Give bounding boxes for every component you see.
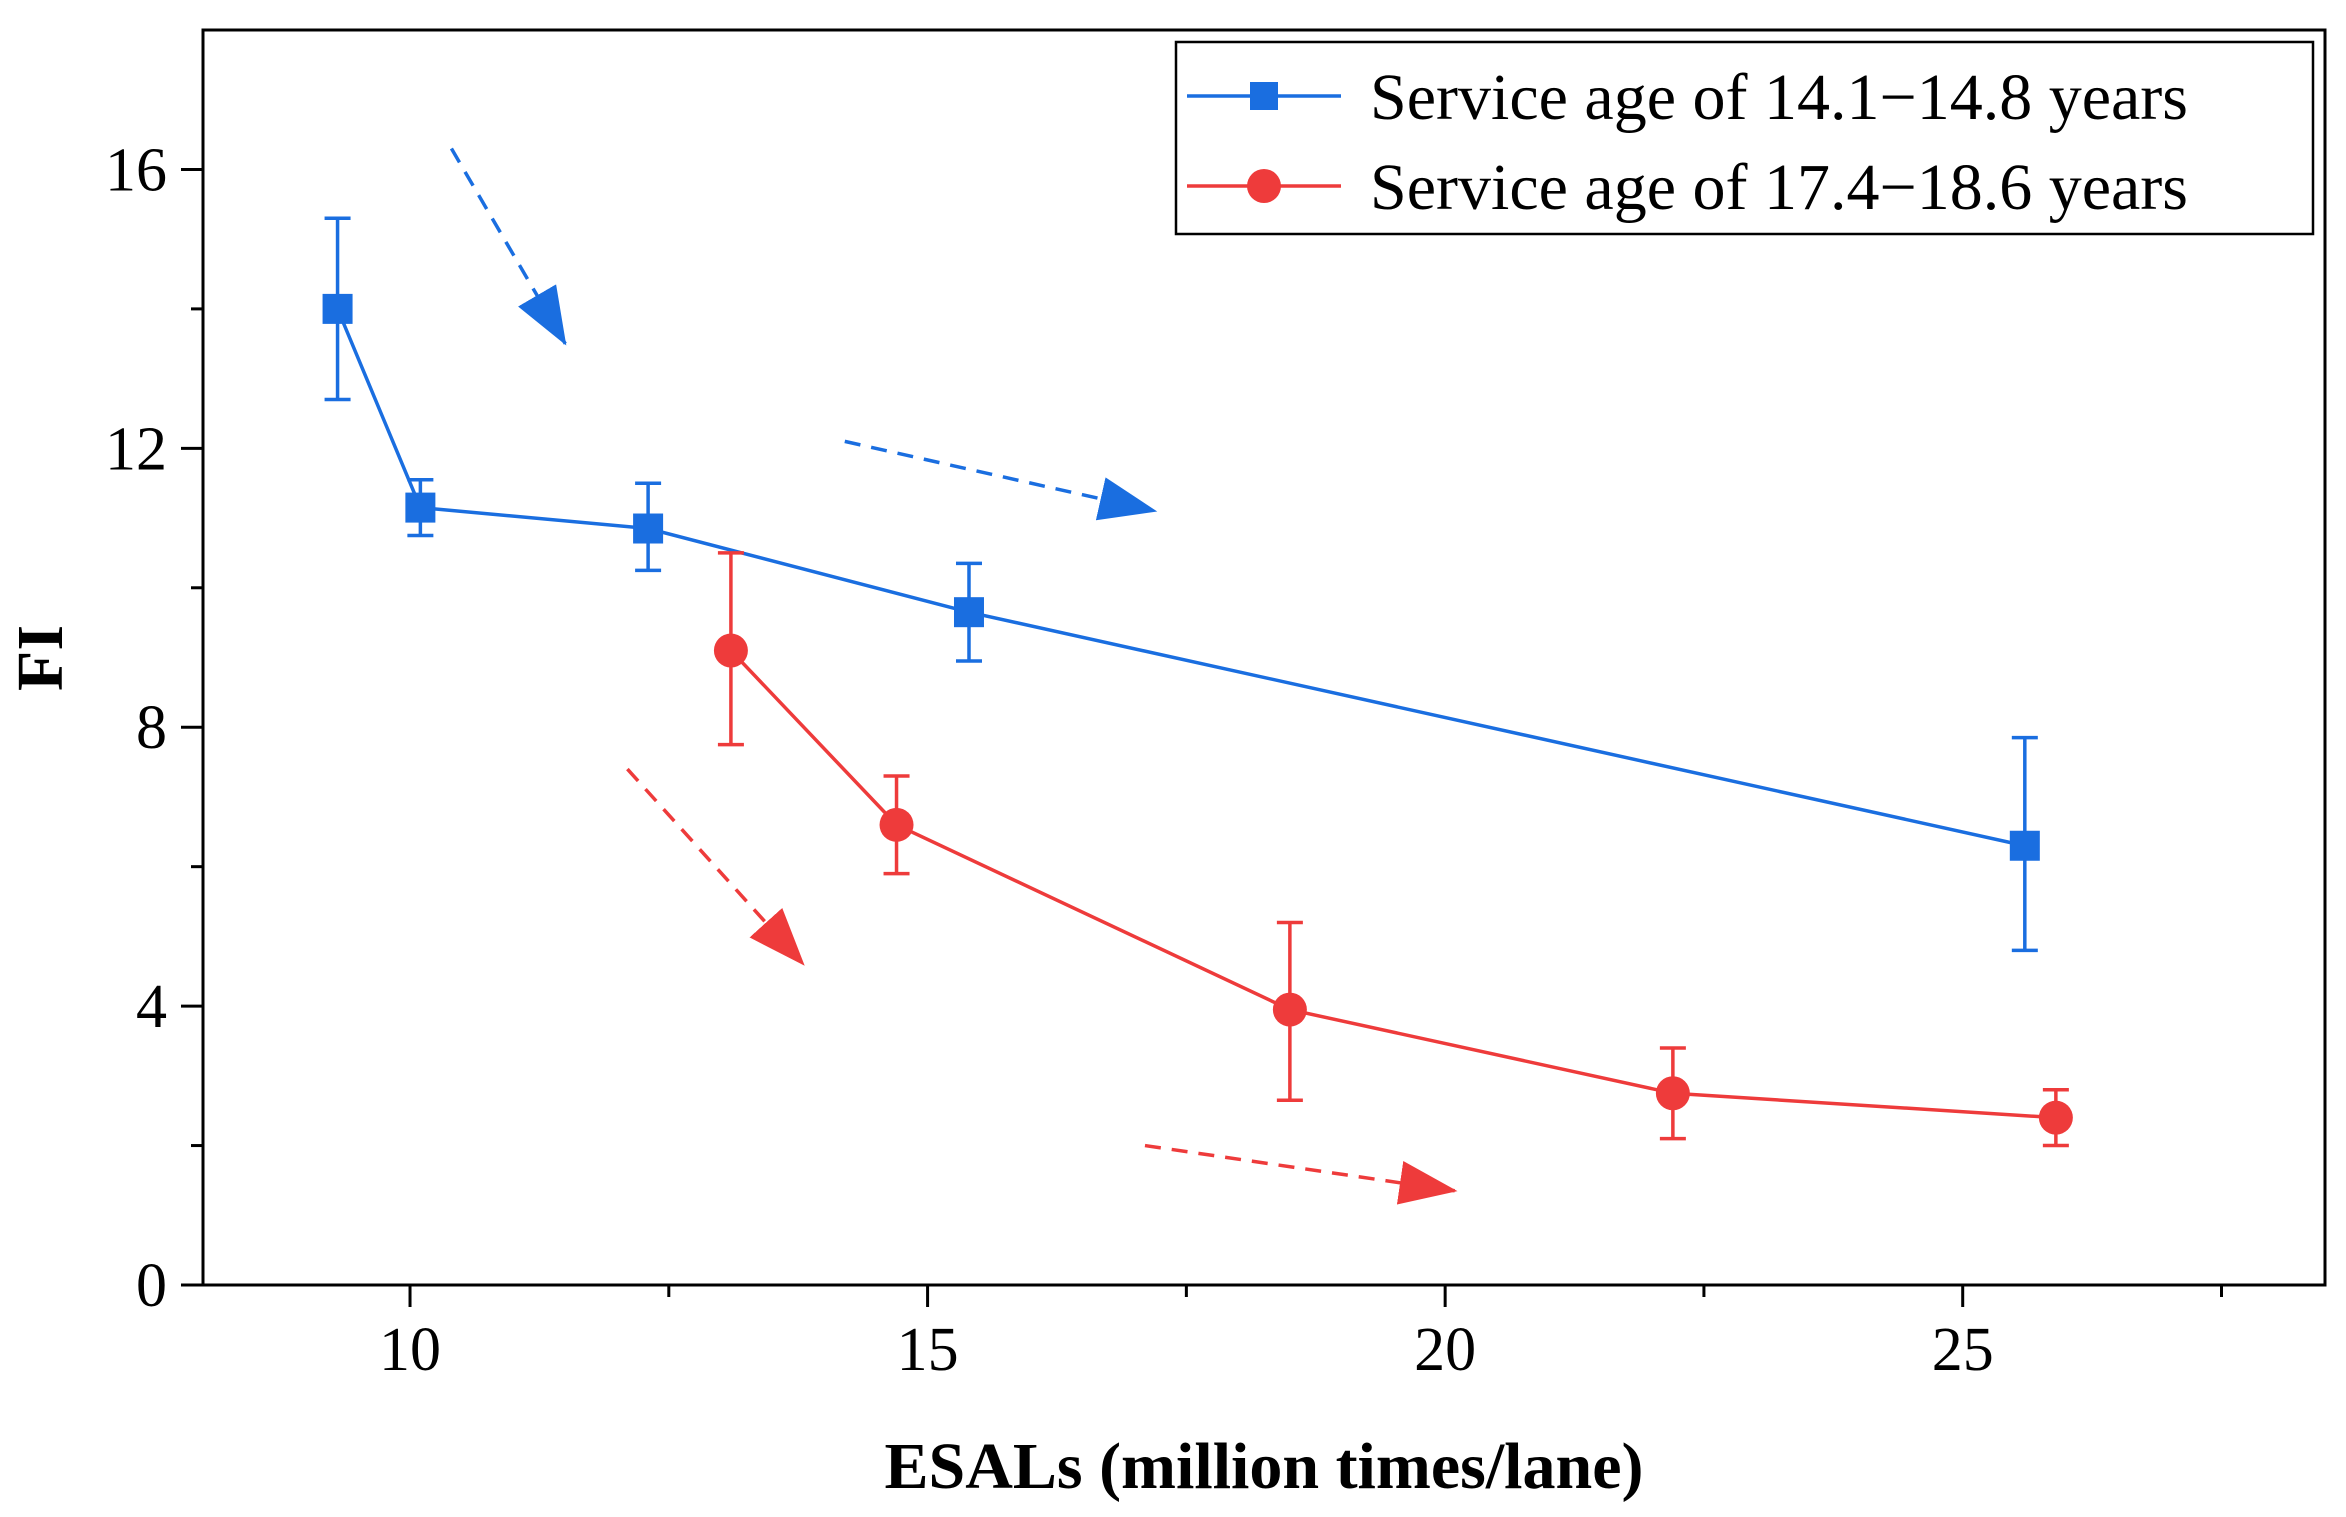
data-point: [322, 293, 353, 324]
x-tick-label: 15: [897, 1316, 959, 1384]
legend-marker-circle: [1247, 169, 1281, 203]
trend-arrows: [449, 147, 1458, 1205]
data-point: [2038, 1100, 2073, 1135]
legend-label-1: Service age of 17.4−18.6 years: [1370, 151, 2188, 224]
x-axis-title: ESALs (million times/lane): [884, 1430, 1643, 1503]
y-tick-label: 0: [136, 1252, 167, 1320]
legend-box: [1174, 40, 2315, 236]
data-point: [713, 633, 748, 668]
trend-arrow-1: [844, 439, 1158, 521]
legend: Service age of 14.1−14.8 years Service a…: [1174, 40, 2315, 236]
data-point: [1655, 1076, 1690, 1111]
legend-marker-square: [1250, 82, 1278, 110]
trend-arrow-2: [626, 767, 805, 966]
x-tick-label: 10: [379, 1316, 441, 1384]
data-series: [322, 216, 2073, 1148]
data-point: [879, 807, 914, 842]
series-line-0: [335, 308, 2026, 848]
y-axis-title: FI: [4, 625, 77, 691]
y-tick-label: 12: [105, 415, 167, 483]
legend-label-0: Service age of 14.1−14.8 years: [1370, 61, 2188, 134]
data-point: [953, 597, 984, 628]
trend-arrow-0: [449, 147, 567, 346]
y-tick-label: 16: [105, 136, 167, 204]
x-tick-label: 20: [1414, 1316, 1476, 1384]
series-line-1: [729, 649, 2056, 1120]
y-tick-label: 4: [136, 973, 167, 1041]
series-1: [713, 551, 2073, 1148]
trend-arrow-3: [1144, 1143, 1458, 1205]
data-point: [405, 492, 436, 523]
series-0: [322, 216, 2040, 953]
data-point: [1272, 992, 1307, 1027]
data-point: [633, 513, 664, 544]
data-point: [2009, 830, 2040, 861]
x-tick-label: 25: [1932, 1316, 1994, 1384]
y-tick-label: 8: [136, 694, 167, 762]
axes: 10 15 20 25 0 4 8 12 16: [105, 136, 2223, 1384]
plot-area-frame: [201, 28, 2327, 1287]
